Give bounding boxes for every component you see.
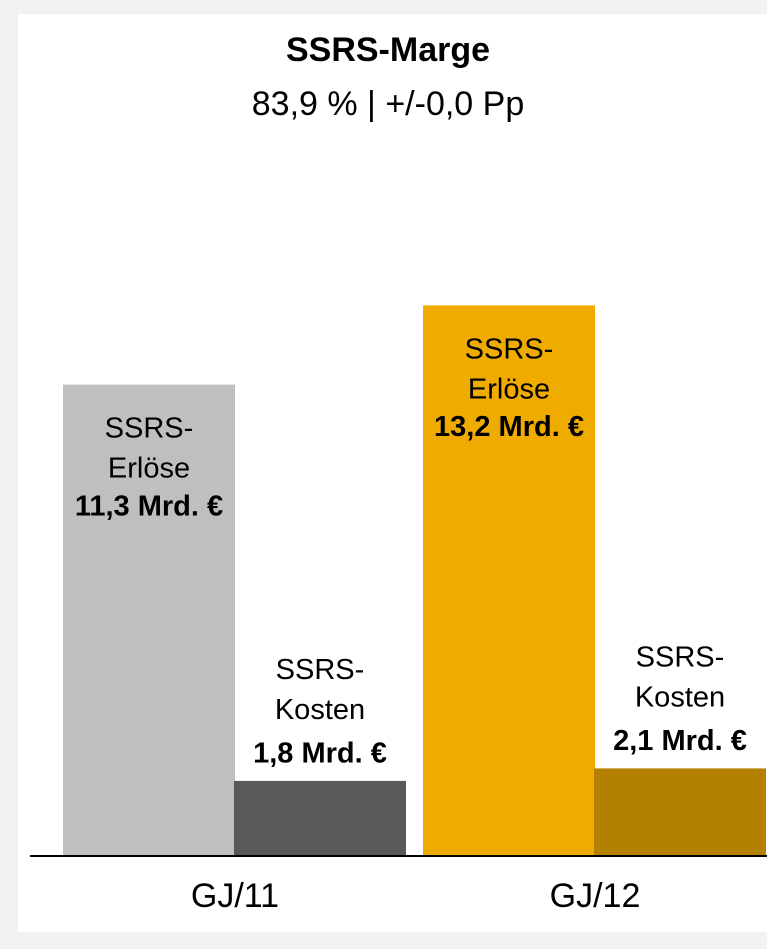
value-label: 11,3 Mrd. € [75, 490, 223, 522]
series-label: SSRS-Erlöse [465, 333, 554, 405]
chart-title: SSRS-Marge [286, 31, 490, 69]
bar [63, 384, 235, 856]
x-tick-label: GJ/11 [191, 877, 279, 915]
chart-subtitle: 83,9 % | +/-0,0 Pp [252, 85, 525, 123]
series-label: SSRS-Erlöse [105, 412, 194, 484]
series-label: SSRS-Kosten [275, 654, 365, 726]
bar [234, 780, 406, 856]
value-label: 2,1 Mrd. € [613, 725, 747, 757]
value-label: 13,2 Mrd. € [434, 411, 584, 443]
x-tick-label: GJ/12 [550, 877, 641, 915]
value-label: 1,8 Mrd. € [253, 738, 387, 770]
bar [594, 768, 766, 856]
bar [423, 305, 595, 856]
series-label: SSRS-Kosten [635, 641, 725, 713]
